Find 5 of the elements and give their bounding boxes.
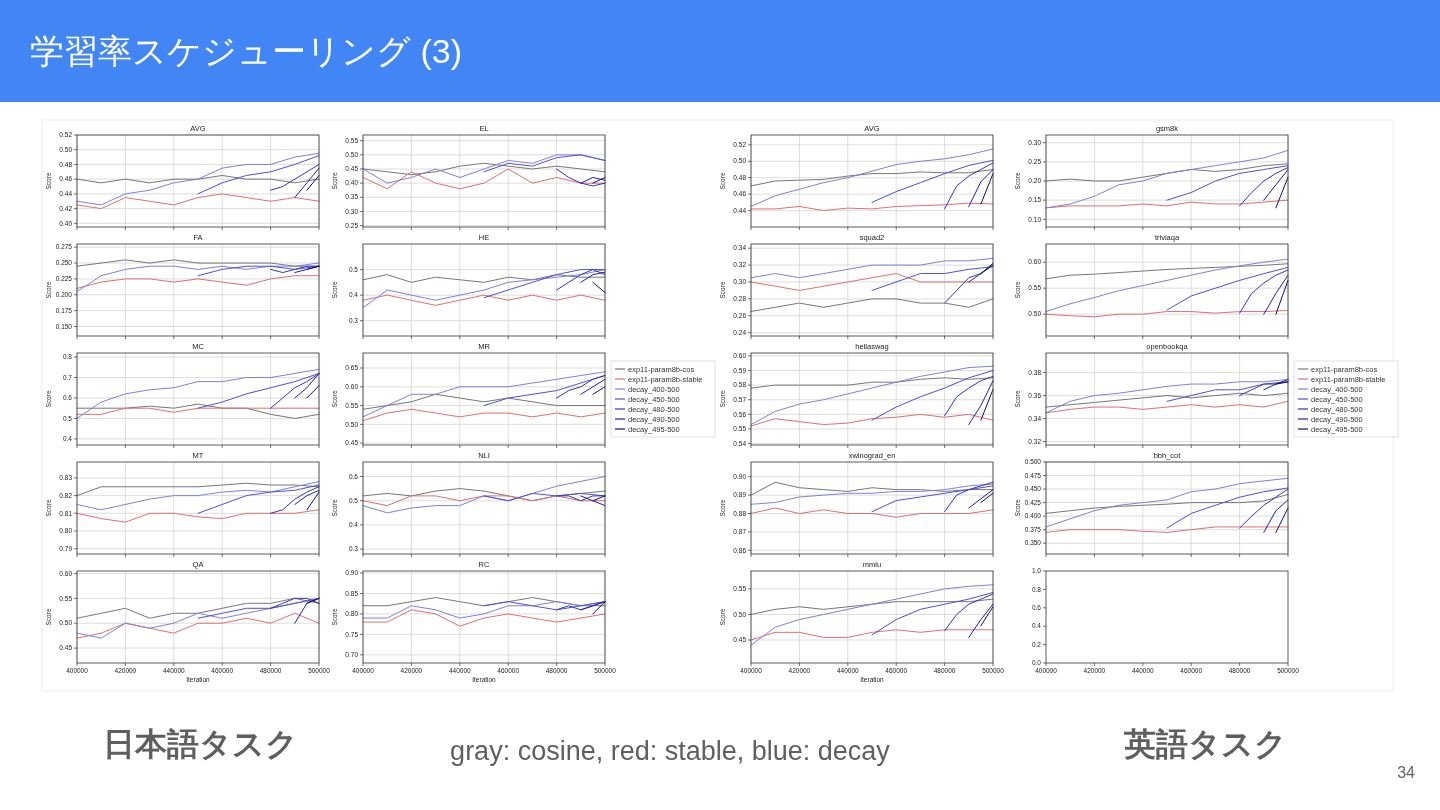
- text: 34: [1397, 764, 1416, 781]
- text: 学習率スケジューリング (3): [30, 32, 462, 70]
- text: 英語タスク: [1122, 726, 1287, 762]
- text: 日本語タスク: [102, 726, 298, 762]
- text: gray: cosine, red: stable, blue: decay: [450, 736, 891, 766]
